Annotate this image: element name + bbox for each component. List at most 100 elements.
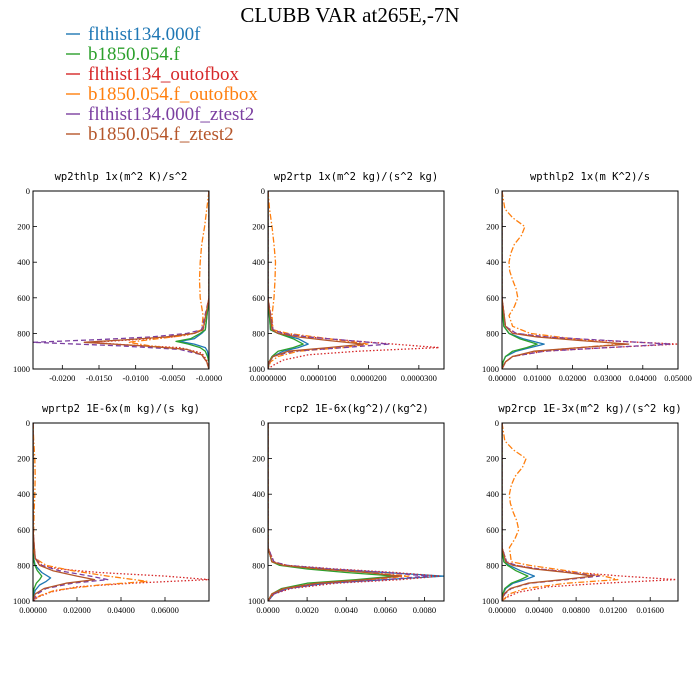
y-tick-label: 0 (26, 418, 30, 428)
y-tick-label: 1000 (248, 596, 265, 606)
panel-title: wp2thlp 1x(m^2 K)/s^2 (55, 171, 188, 183)
x-tick-label: 0.00000 (488, 373, 516, 383)
x-tick-label: 0.06000 (151, 605, 179, 615)
y-tick-label: 400 (252, 257, 265, 267)
plot-frame (501, 422, 679, 602)
series-line (175, 191, 209, 369)
legend-entry: b1850.054.f_ztest2 (88, 124, 234, 145)
x-tick-label: 0.03000 (594, 373, 622, 383)
series-line (268, 191, 390, 369)
panel-title: wpthlp2 1x(m K^2)/s (530, 171, 650, 183)
x-tick-label: 0.0020 (295, 605, 318, 615)
x-tick-label: 0.01000 (523, 373, 551, 383)
x-tick-label: 0.00000 (19, 605, 47, 615)
series-line (502, 191, 545, 369)
y-tick-label: 400 (252, 489, 265, 499)
x-tick-label: 0.0000200 (351, 373, 387, 383)
series-line (33, 423, 209, 601)
y-tick-label: 800 (252, 328, 265, 338)
series-line (502, 191, 672, 369)
series-line (33, 423, 52, 601)
y-tick-label: 600 (486, 293, 499, 303)
y-tick-label: 800 (486, 560, 499, 570)
x-tick-label: 0.0080 (413, 605, 436, 615)
panel-grid: wp2thlp 1x(m^2 K)/s^2 0 200 400 600 800 1000 -0… (13, 171, 692, 615)
x-tick-label: 0.0000 (256, 605, 279, 615)
y-tick-label: 1000 (482, 364, 499, 374)
x-tick-label: 0.04000 (629, 373, 657, 383)
x-tick-label: 0.02000 (63, 605, 91, 615)
legend-entry: b1850.054.f_outofbox (88, 84, 258, 105)
chart-panel: rcp2 1E-6x(kg^2)/(kg^2) 0 200 400 600 800 1000… (248, 403, 445, 615)
series-line (33, 423, 96, 601)
legend-entry: flthist134_outofbox (88, 64, 239, 85)
y-tick-label: 0 (261, 186, 265, 196)
y-tick-label: 400 (486, 257, 499, 267)
series-line (33, 423, 149, 601)
series-line (268, 423, 396, 601)
y-tick-label: 200 (486, 222, 499, 232)
y-tick-label: 200 (17, 222, 30, 232)
plot-frame (267, 190, 445, 370)
y-tick-label: 800 (17, 560, 30, 570)
x-tick-label: -0.0150 (86, 373, 112, 383)
panel-title: wprtp2 1E-6x(m kg)/(s kg) (42, 403, 200, 415)
plot-frame (501, 190, 679, 370)
legend-entry: flthist134.000f (88, 24, 201, 45)
series-line (268, 423, 402, 601)
series-line (502, 191, 630, 369)
y-tick-label: 800 (17, 328, 30, 338)
y-tick-label: 0 (495, 418, 499, 428)
x-tick-label: 0.04000 (107, 605, 135, 615)
y-tick-label: 1000 (482, 596, 499, 606)
x-tick-label: 0.05000 (664, 373, 692, 383)
panel-title: wp2rtp 1x(m^2 kg)/(s^2 kg) (274, 171, 438, 183)
series-line (502, 191, 623, 369)
x-tick-label: -0.0000 (196, 373, 222, 383)
y-tick-label: 1000 (13, 596, 30, 606)
x-tick-label: 0.00400 (525, 605, 553, 615)
x-tick-label: 0.00000 (488, 605, 516, 615)
chart-panel: wpthlp2 1x(m K^2)/s 0 200 400 600 800 10000.00… (482, 171, 692, 383)
y-tick-label: 200 (17, 454, 30, 464)
y-tick-label: 0 (26, 186, 30, 196)
y-tick-label: 0 (261, 418, 265, 428)
x-tick-label: 0.00800 (562, 605, 590, 615)
series-line (268, 191, 304, 369)
y-tick-label: 400 (17, 489, 30, 499)
legend: flthist134.000fb1850.054.fflthist134_out… (66, 24, 258, 145)
series-line (502, 423, 600, 601)
y-tick-label: 1000 (248, 364, 265, 374)
x-tick-label: 0.02000 (559, 373, 587, 383)
y-tick-label: 600 (252, 293, 265, 303)
x-tick-label: -0.0100 (123, 373, 149, 383)
series-line (502, 191, 538, 369)
plot-frame (32, 190, 210, 370)
legend-entry: b1850.054.f (88, 44, 181, 65)
x-tick-label: 0.0000100 (300, 373, 336, 383)
y-tick-label: 600 (252, 525, 265, 535)
series-line (502, 423, 529, 601)
panel-title: wp2rcp 1E-3x(m^2 kg)/(s^2 kg) (498, 403, 681, 415)
y-tick-label: 600 (486, 525, 499, 535)
series-line (83, 191, 209, 369)
chart-panel: wp2rtp 1x(m^2 kg)/(s^2 kg) 0 200 400 600 800 1… (248, 171, 445, 383)
figure-title: CLUBB VAR at265E,-7N (240, 3, 459, 27)
x-tick-label: 0.0000300 (401, 373, 437, 383)
chart-panel: wprtp2 1E-6x(m kg)/(s kg) 0 200 400 600 800 10… (13, 403, 210, 615)
series-line (502, 423, 536, 601)
y-tick-label: 200 (252, 222, 265, 232)
y-tick-label: 200 (486, 454, 499, 464)
series-line (33, 423, 109, 601)
chart-panel: wp2thlp 1x(m^2 K)/s^2 0 200 400 600 800 1000 -0… (13, 171, 222, 383)
series-line (268, 191, 309, 369)
y-tick-label: 1000 (13, 364, 30, 374)
series-line (268, 423, 430, 601)
y-tick-label: 800 (252, 560, 265, 570)
series-line (502, 191, 678, 369)
series-line (268, 191, 370, 369)
x-tick-label: 0.0000000 (250, 373, 286, 383)
x-tick-label: 0.01200 (599, 605, 627, 615)
y-tick-label: 600 (17, 293, 30, 303)
